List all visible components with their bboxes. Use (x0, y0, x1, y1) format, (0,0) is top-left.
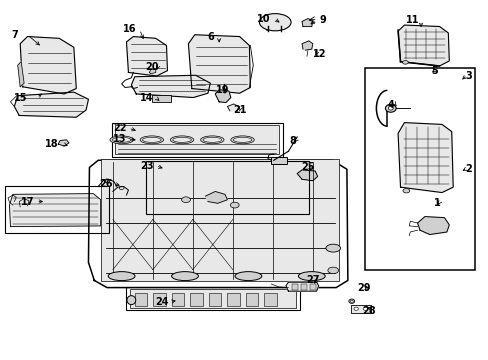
Polygon shape (20, 37, 76, 94)
Ellipse shape (203, 137, 221, 142)
Text: 6: 6 (206, 32, 213, 41)
Bar (264, 293, 276, 306)
Bar (350, 305, 370, 313)
Bar (112, 123, 282, 157)
Ellipse shape (387, 107, 392, 110)
Ellipse shape (170, 136, 193, 144)
Text: 26: 26 (99, 179, 112, 189)
Bar (171, 293, 183, 306)
Ellipse shape (230, 136, 254, 144)
Text: 14: 14 (140, 93, 153, 103)
Ellipse shape (142, 137, 161, 142)
Polygon shape (14, 92, 88, 117)
Polygon shape (9, 194, 101, 226)
Bar (271, 157, 286, 164)
Ellipse shape (172, 137, 191, 142)
Ellipse shape (353, 307, 358, 310)
Bar (4, 186, 109, 233)
Ellipse shape (349, 300, 352, 302)
Polygon shape (297, 170, 317, 181)
Bar (153, 293, 165, 306)
Bar (245, 293, 258, 306)
Ellipse shape (385, 104, 395, 112)
Text: 19: 19 (215, 85, 229, 95)
Ellipse shape (140, 136, 163, 144)
Text: 11: 11 (405, 15, 419, 26)
Polygon shape (227, 104, 238, 111)
Bar (126, 287, 299, 310)
Text: 13: 13 (113, 134, 127, 144)
Bar (146, 161, 309, 214)
Text: 29: 29 (357, 283, 370, 293)
Text: 8: 8 (289, 136, 296, 145)
Ellipse shape (108, 272, 135, 280)
Ellipse shape (110, 136, 133, 144)
Ellipse shape (127, 296, 136, 305)
Polygon shape (215, 90, 230, 103)
Bar (115, 126, 278, 154)
Polygon shape (205, 192, 227, 203)
Bar (208, 293, 221, 306)
Text: 4: 4 (386, 100, 393, 110)
Text: 27: 27 (305, 275, 319, 285)
Polygon shape (285, 282, 318, 291)
Ellipse shape (402, 189, 409, 193)
Text: 2: 2 (465, 164, 471, 174)
Ellipse shape (325, 244, 340, 252)
Polygon shape (397, 123, 452, 193)
Polygon shape (131, 75, 210, 98)
Polygon shape (18, 62, 24, 87)
Text: 9: 9 (319, 15, 325, 26)
Text: 21: 21 (232, 105, 246, 115)
Bar (365, 68, 474, 270)
Ellipse shape (327, 267, 338, 274)
Bar (292, 284, 298, 290)
Ellipse shape (112, 137, 131, 142)
Ellipse shape (171, 272, 198, 280)
Polygon shape (302, 19, 312, 27)
Text: 17: 17 (20, 197, 34, 207)
Ellipse shape (230, 202, 239, 208)
Text: 22: 22 (113, 123, 127, 133)
Polygon shape (126, 37, 167, 76)
Bar (301, 284, 306, 290)
Bar (190, 293, 202, 306)
Text: 24: 24 (155, 297, 168, 307)
Text: 23: 23 (140, 161, 153, 171)
Ellipse shape (363, 307, 367, 310)
Ellipse shape (259, 14, 290, 31)
Polygon shape (58, 140, 69, 146)
Bar (101, 159, 338, 281)
Text: 16: 16 (123, 24, 136, 35)
Ellipse shape (298, 272, 325, 280)
Bar (152, 95, 171, 102)
Text: 18: 18 (45, 139, 59, 149)
Polygon shape (417, 217, 448, 234)
Ellipse shape (181, 197, 190, 203)
Text: 12: 12 (313, 49, 326, 59)
Bar (135, 293, 147, 306)
Text: 28: 28 (361, 306, 375, 316)
Ellipse shape (200, 136, 224, 144)
Bar (130, 289, 295, 309)
Text: 10: 10 (257, 14, 270, 24)
Polygon shape (397, 25, 448, 66)
Bar (227, 293, 239, 306)
Ellipse shape (233, 137, 251, 142)
Text: 5: 5 (430, 66, 437, 76)
Text: 20: 20 (145, 62, 158, 72)
Polygon shape (302, 41, 312, 50)
Text: 15: 15 (14, 93, 27, 103)
Text: 3: 3 (465, 71, 471, 81)
Text: 1: 1 (433, 198, 440, 208)
Polygon shape (188, 35, 250, 93)
Text: 25: 25 (301, 162, 314, 172)
Ellipse shape (348, 299, 354, 303)
Ellipse shape (402, 60, 407, 64)
Text: 7: 7 (11, 30, 18, 40)
Polygon shape (149, 69, 156, 74)
Bar (309, 284, 315, 290)
Ellipse shape (235, 272, 261, 280)
